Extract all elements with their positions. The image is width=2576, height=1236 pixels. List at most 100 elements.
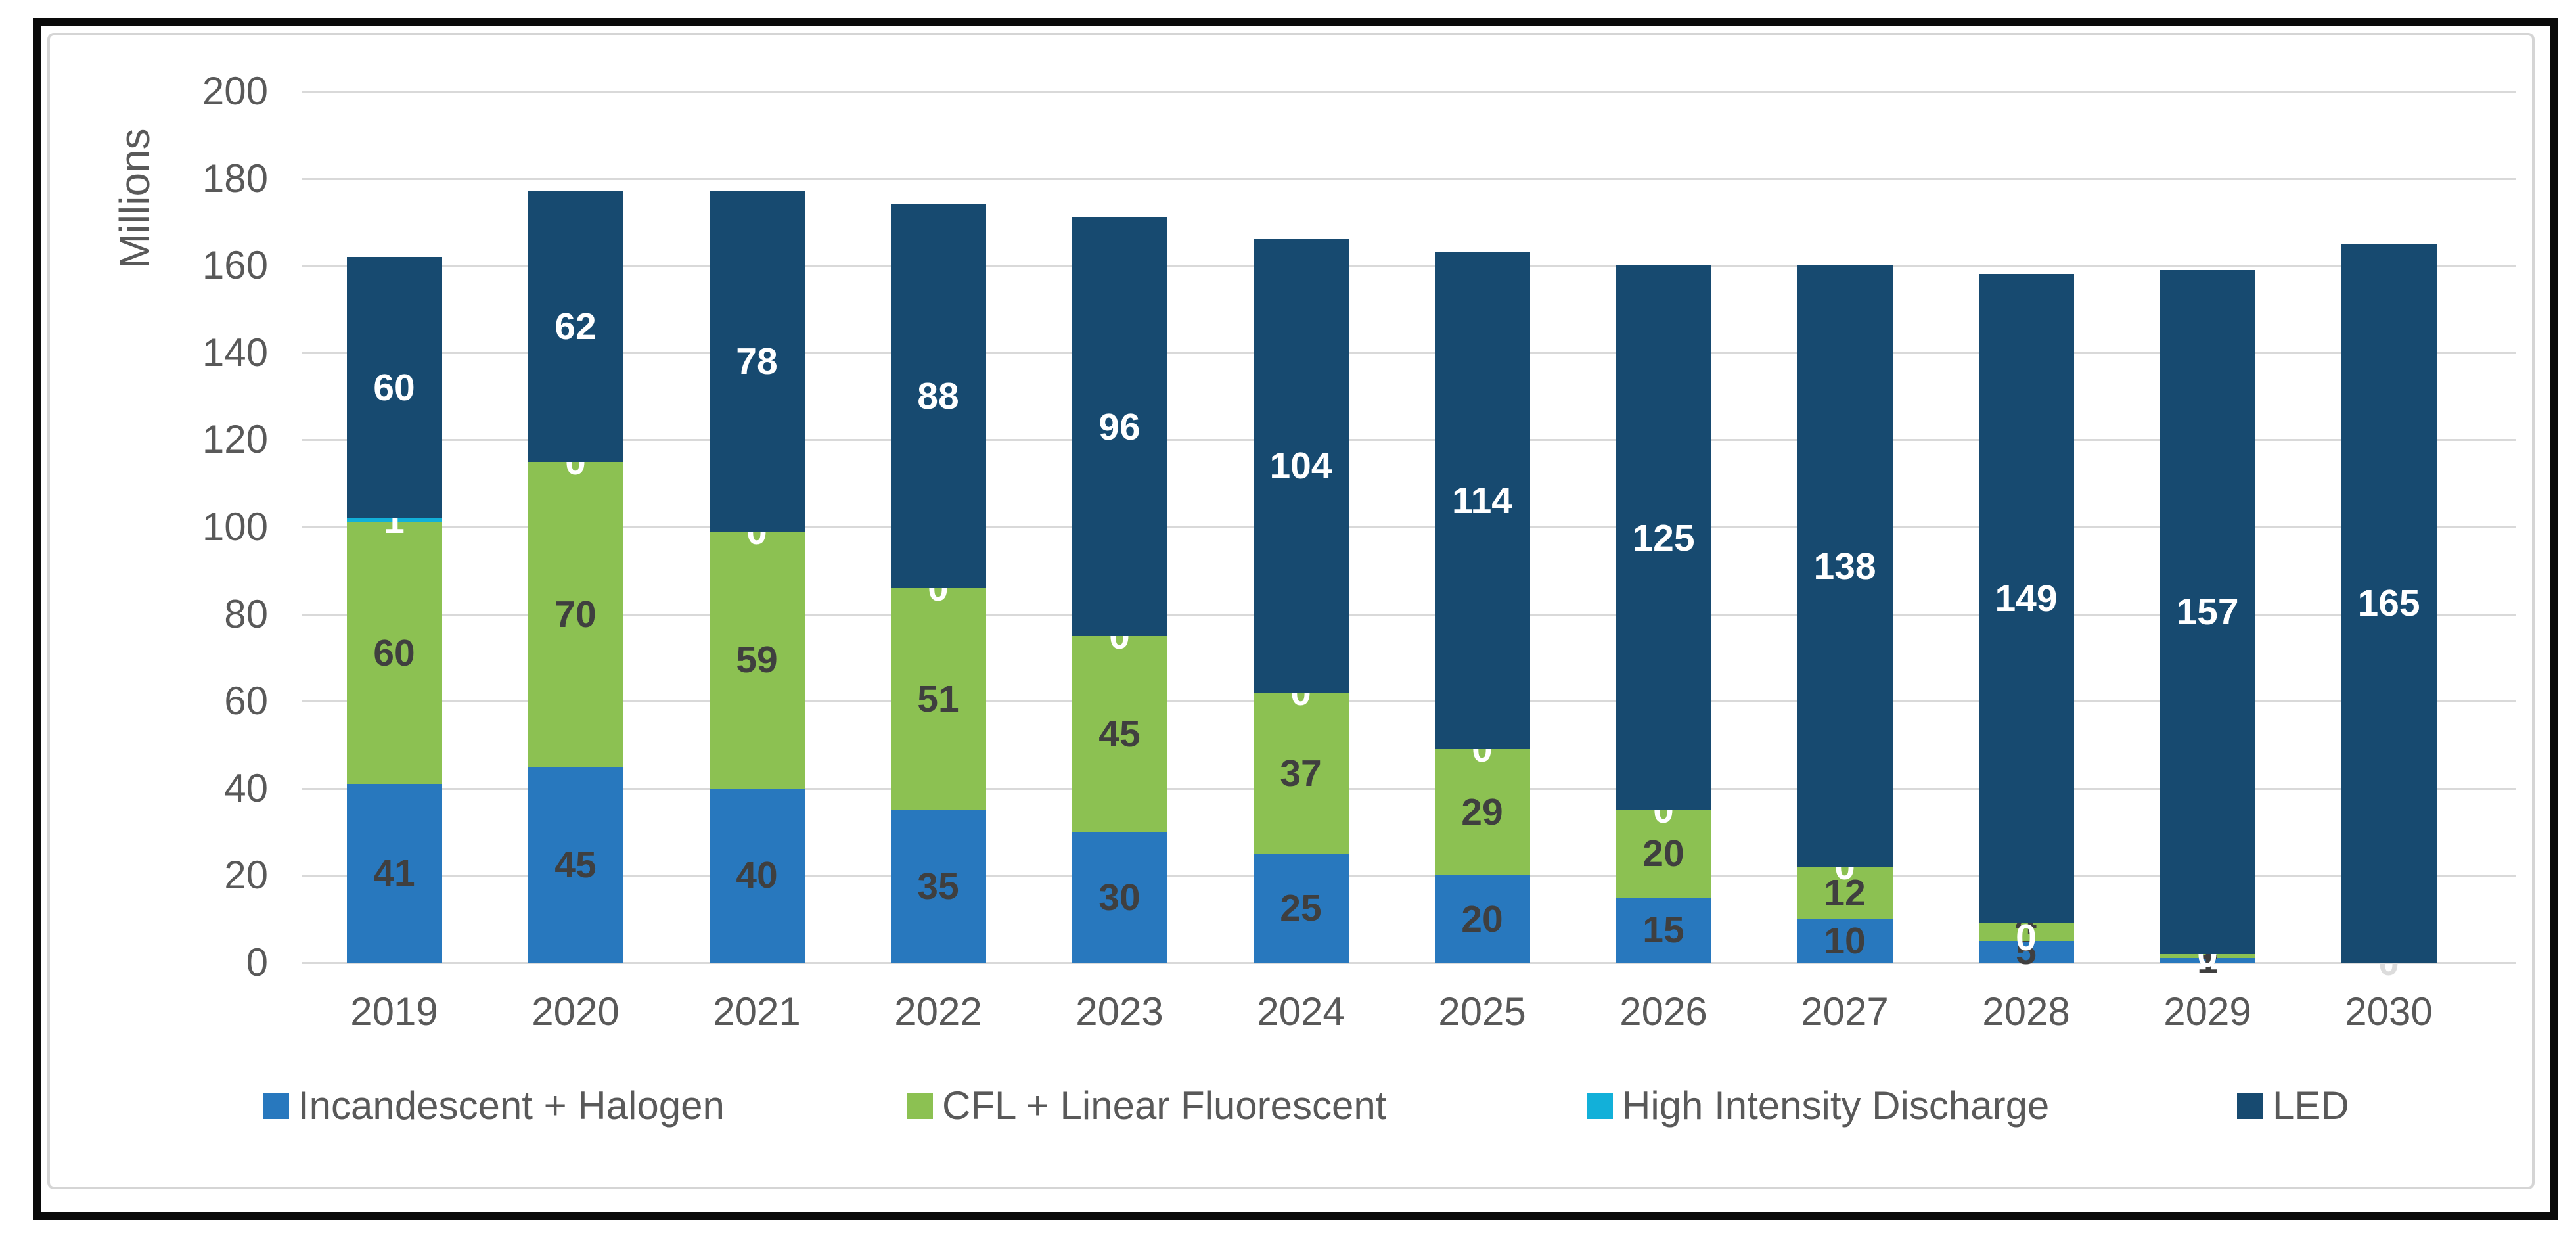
x-tick-label: 2029 <box>2163 990 2251 1034</box>
bar-segment <box>709 531 805 789</box>
legend-label: CFL + Linear Fluorescent <box>942 1084 1387 1128</box>
bar-value-label: 20 <box>1642 833 1684 875</box>
bar-segment <box>1797 265 1893 867</box>
x-tick-label: 2026 <box>1619 990 1707 1034</box>
bar-value-label: 35 <box>917 865 959 907</box>
bar-segment <box>2341 244 2437 963</box>
bar-segment <box>890 204 986 588</box>
bar-segment <box>2159 953 2255 959</box>
bar-value-label: 0 <box>2016 917 2037 959</box>
legend-item: CFL + Linear Fluorescent <box>907 1083 1386 1129</box>
gridline <box>302 526 2516 528</box>
bar-segment <box>528 461 623 767</box>
legend-item: High Intensity Discharge <box>1587 1083 2049 1129</box>
bar-value-label: 78 <box>736 340 778 383</box>
bar-segment <box>1072 832 1167 963</box>
legend-swatch-icon <box>1587 1093 1613 1119</box>
bar-value-label: 40 <box>736 854 778 897</box>
bar-value-label: 88 <box>917 375 959 418</box>
x-tick-label: 2027 <box>1801 990 1889 1034</box>
y-tick-label: 0 <box>246 940 268 984</box>
legend-item: LED <box>2237 1083 2349 1129</box>
bar-value-label: 12 <box>1824 871 1866 914</box>
bar-value-label: 59 <box>736 639 778 681</box>
gridline <box>302 700 2516 703</box>
bar-value-label: 41 <box>373 852 415 895</box>
legend-label: Incandescent + Halogen <box>298 1084 725 1128</box>
bar-value-label: 138 <box>1813 545 1876 587</box>
bar-value-label: 30 <box>1098 876 1141 919</box>
bar-value-label: 96 <box>1098 405 1141 448</box>
bar-segment <box>2159 269 2255 954</box>
bar-value-label: 165 <box>2357 582 2420 625</box>
bar-segment <box>1978 940 2074 963</box>
bar-value-label: 60 <box>373 366 415 409</box>
x-tick-label: 2022 <box>894 990 982 1034</box>
bar-value-label: 25 <box>1280 887 1322 930</box>
y-tick-label: 40 <box>224 766 268 810</box>
legend-swatch-icon <box>263 1093 289 1119</box>
bar-segment <box>1978 274 2074 924</box>
bar-segment <box>1434 252 1530 750</box>
gridline <box>302 787 2516 790</box>
y-tick-label: 120 <box>202 417 268 462</box>
y-tick-label: 180 <box>202 156 268 200</box>
gridline <box>302 177 2516 180</box>
bar-value-label: 149 <box>1995 578 2058 620</box>
bar-segment <box>709 788 805 963</box>
legend-swatch-icon <box>907 1093 933 1119</box>
bar-value-label: 125 <box>1632 516 1695 559</box>
bar-value-label: 10 <box>1824 919 1866 962</box>
bar-segment <box>1616 810 1711 898</box>
y-tick-label: 200 <box>202 69 268 113</box>
gridline <box>302 352 2516 354</box>
bar-segment <box>1797 919 1893 963</box>
bar-segment <box>346 522 442 785</box>
bar-segment <box>528 191 623 462</box>
x-tick-label: 2030 <box>2345 990 2433 1034</box>
bar-segment <box>1434 749 1530 876</box>
bar-value-label: 51 <box>917 677 959 720</box>
bar-segment <box>709 191 805 532</box>
gridline <box>302 962 2516 964</box>
bar-segment <box>2159 958 2255 963</box>
y-tick-label: 80 <box>224 591 268 636</box>
y-tick-label: 100 <box>202 505 268 549</box>
x-tick-label: 2021 <box>713 990 801 1034</box>
bar-value-label: 45 <box>554 843 597 886</box>
bar-value-label: 114 <box>1452 480 1512 522</box>
bar-segment <box>1253 692 1349 854</box>
x-tick-label: 2028 <box>1982 990 2070 1034</box>
bar-value-label: 70 <box>554 593 597 635</box>
bar-segment <box>1253 239 1349 693</box>
x-tick-label: 2025 <box>1438 990 1526 1034</box>
legend-item: Incandescent + Halogen <box>263 1083 725 1129</box>
y-tick-label: 140 <box>202 330 268 375</box>
gridline <box>302 439 2516 442</box>
bar-segment <box>346 256 442 518</box>
bar-segment <box>890 810 986 963</box>
bar-segment <box>1072 217 1167 636</box>
bar-segment <box>1797 867 1893 919</box>
legend-label: LED <box>2272 1084 2349 1128</box>
bar-segment <box>1253 854 1349 963</box>
x-tick-label: 2020 <box>531 990 620 1034</box>
bar-value-label: 45 <box>1098 712 1141 755</box>
bar-value-label: 60 <box>373 632 415 675</box>
bar-segment <box>346 518 442 523</box>
bar-value-label: 104 <box>1269 445 1332 488</box>
bar-segment <box>1434 875 1530 963</box>
y-tick-label: 60 <box>224 679 268 723</box>
bar-segment <box>1072 635 1167 833</box>
legend-swatch-icon <box>2237 1093 2263 1119</box>
gridline <box>302 91 2516 93</box>
gridline <box>302 875 2516 877</box>
bar-segment <box>528 766 623 963</box>
y-tick-label: 20 <box>224 853 268 898</box>
bar-segment <box>1616 265 1711 810</box>
bar-segment <box>890 587 986 810</box>
y-tick-label: 160 <box>202 243 268 288</box>
x-tick-label: 2024 <box>1257 990 1345 1034</box>
bar-value-label: 29 <box>1461 791 1503 834</box>
